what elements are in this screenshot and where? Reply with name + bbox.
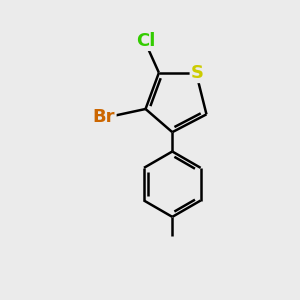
Text: S: S <box>191 64 204 82</box>
Text: Cl: Cl <box>136 32 155 50</box>
Text: Br: Br <box>93 108 115 126</box>
